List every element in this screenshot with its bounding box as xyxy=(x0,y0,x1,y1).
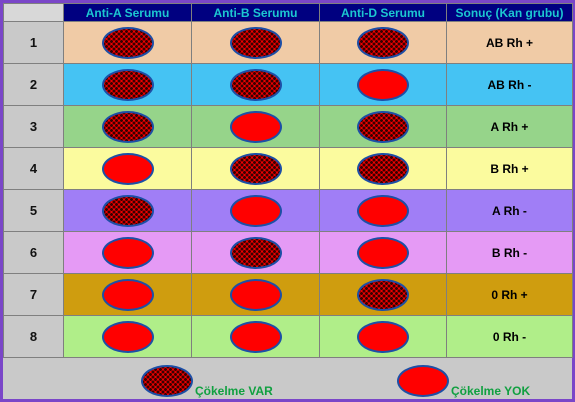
dotted-red-drop-icon xyxy=(101,68,154,101)
dotted-red-drop-icon xyxy=(357,278,409,311)
blood-group-result: A Rh + xyxy=(446,105,573,148)
anti-a-cell xyxy=(63,189,192,232)
table-row: 1 AB Rh + xyxy=(3,21,573,64)
row-number: 8 xyxy=(3,315,64,358)
table-row: 8 0 Rh - xyxy=(3,315,573,358)
legend-agglutination-label: Çökelme VAR xyxy=(195,384,273,398)
anti-d-cell xyxy=(319,273,447,316)
anti-b-cell xyxy=(191,189,320,232)
solid-red-drop-icon xyxy=(229,194,282,227)
legend-agglutination-icon xyxy=(141,365,193,397)
row-number: 4 xyxy=(3,147,64,190)
anti-a-cell xyxy=(63,315,192,358)
row-number: 5 xyxy=(3,189,64,232)
anti-b-cell xyxy=(191,21,320,64)
dotted-red-drop-icon xyxy=(357,26,409,59)
solid-red-drop-icon xyxy=(101,236,154,269)
solid-red-drop-icon xyxy=(229,110,282,143)
solid-red-drop-icon xyxy=(229,320,282,353)
legend: Çökelme VAR Çökelme YOK xyxy=(6,360,575,402)
solid-red-drop-icon xyxy=(357,236,409,269)
anti-d-cell xyxy=(319,63,447,106)
solid-red-drop-icon xyxy=(229,278,282,311)
dotted-red-drop-icon xyxy=(101,26,154,59)
blood-group-result: AB Rh + xyxy=(446,21,573,64)
table-row: 3 A Rh + xyxy=(3,105,573,148)
anti-d-cell xyxy=(319,21,447,64)
dotted-red-drop-icon xyxy=(229,68,282,101)
dotted-red-drop-icon xyxy=(357,110,409,143)
anti-b-cell xyxy=(191,105,320,148)
table-body: 1 AB Rh + 2 AB Rh - 3 A Rh + 4 B Rh + 5 A Rh - 6 B … xyxy=(3,21,573,358)
dotted-red-drop-icon xyxy=(229,152,282,185)
solid-red-drop-icon xyxy=(357,320,409,353)
dotted-red-drop-icon xyxy=(229,26,282,59)
dotted-red-drop-icon xyxy=(101,194,154,227)
dotted-red-drop-icon xyxy=(229,236,282,269)
blood-group-result: 0 Rh - xyxy=(446,315,573,358)
header-anti-b: Anti-B Serumu xyxy=(191,3,320,22)
blood-group-result: B Rh + xyxy=(446,147,573,190)
anti-d-cell xyxy=(319,315,447,358)
table-row: 4 B Rh + xyxy=(3,147,573,190)
header-anti-a: Anti-A Serumu xyxy=(63,3,192,22)
blood-group-result: A Rh - xyxy=(446,189,573,232)
anti-d-cell xyxy=(319,147,447,190)
row-number: 1 xyxy=(3,21,64,64)
legend-no-agglutination-icon xyxy=(397,365,449,397)
anti-a-cell xyxy=(63,105,192,148)
table-row: 2 AB Rh - xyxy=(3,63,573,106)
table-row: 7 0 Rh + xyxy=(3,273,573,316)
header-row: Anti-A Serumu Anti-B Serumu Anti-D Serum… xyxy=(3,3,573,22)
header-result: Sonuç (Kan grubu) xyxy=(446,3,573,22)
anti-a-cell xyxy=(63,147,192,190)
header-corner xyxy=(3,3,64,22)
anti-b-cell xyxy=(191,315,320,358)
anti-a-cell xyxy=(63,63,192,106)
row-number: 2 xyxy=(3,63,64,106)
table-row: 6 B Rh - xyxy=(3,231,573,274)
dotted-red-drop-icon xyxy=(357,152,409,185)
blood-group-result: 0 Rh + xyxy=(446,273,573,316)
solid-red-drop-icon xyxy=(101,152,154,185)
anti-a-cell xyxy=(63,231,192,274)
blood-group-result: B Rh - xyxy=(446,231,573,274)
solid-red-drop-icon xyxy=(357,68,409,101)
solid-red-drop-icon xyxy=(357,194,409,227)
row-number: 6 xyxy=(3,231,64,274)
solid-red-drop-icon xyxy=(101,278,154,311)
anti-a-cell xyxy=(63,273,192,316)
header-anti-d: Anti-D Serumu xyxy=(319,3,447,22)
blood-type-table: Anti-A Serumu Anti-B Serumu Anti-D Serum… xyxy=(3,3,573,358)
anti-a-cell xyxy=(63,21,192,64)
row-number: 3 xyxy=(3,105,64,148)
anti-d-cell xyxy=(319,231,447,274)
anti-b-cell xyxy=(191,231,320,274)
solid-red-drop-icon xyxy=(101,320,154,353)
anti-d-cell xyxy=(319,105,447,148)
legend-no-agglutination-label: Çökelme YOK xyxy=(451,384,531,398)
anti-b-cell xyxy=(191,147,320,190)
anti-d-cell xyxy=(319,189,447,232)
table-row: 5 A Rh - xyxy=(3,189,573,232)
anti-b-cell xyxy=(191,273,320,316)
blood-group-result: AB Rh - xyxy=(446,63,573,106)
anti-b-cell xyxy=(191,63,320,106)
dotted-red-drop-icon xyxy=(101,110,154,143)
row-number: 7 xyxy=(3,273,64,316)
